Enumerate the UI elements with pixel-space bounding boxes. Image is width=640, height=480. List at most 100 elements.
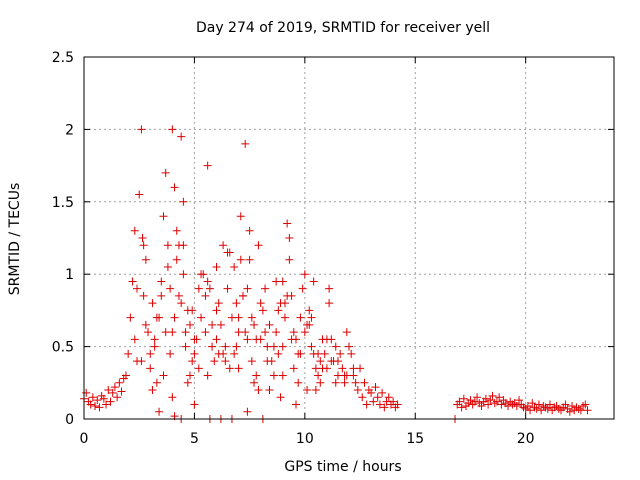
data-point: [166, 349, 175, 358]
data-point: [201, 328, 210, 337]
data-point: [581, 400, 590, 409]
y-tick-label: 1.5: [52, 195, 74, 211]
y-tick-label: 1: [65, 267, 74, 283]
data-point: [347, 349, 356, 358]
data-point: [583, 406, 592, 415]
data-point: [360, 378, 369, 387]
x-tick-label: 20: [517, 431, 535, 447]
data-point: [186, 320, 194, 329]
data-point: [91, 401, 100, 410]
x-tick-label: 10: [296, 431, 314, 447]
data-point: [172, 226, 181, 235]
data-point: [325, 299, 334, 308]
data-point: [369, 397, 378, 406]
data-point: [95, 403, 104, 412]
data-point: [155, 407, 164, 416]
data-point: [148, 386, 157, 395]
data-point: [128, 277, 137, 286]
data-point: [194, 364, 203, 373]
data-point: [285, 255, 294, 264]
data-point: [314, 349, 323, 358]
data-point: [280, 299, 289, 308]
data-point: [338, 364, 347, 373]
data-point: [152, 313, 161, 322]
data-point: [486, 396, 495, 405]
data-point: [300, 270, 309, 279]
data-point: [528, 399, 537, 408]
data-point: [141, 255, 150, 264]
data-point: [166, 284, 175, 293]
data-point: [265, 320, 274, 329]
data-point: [276, 393, 285, 402]
y-tick-label: 2: [65, 122, 74, 138]
data-point: [159, 371, 168, 380]
data-point: [86, 400, 95, 409]
data-point: [278, 342, 287, 351]
data-point: [252, 371, 261, 380]
data-point: [247, 313, 256, 322]
data-point: [225, 364, 234, 373]
data-point: [133, 284, 141, 293]
data-point: [254, 386, 263, 395]
data-point: [150, 342, 159, 351]
data-point: [236, 255, 245, 264]
data-point: [331, 342, 340, 351]
data-point: [139, 241, 148, 250]
data-point: [349, 371, 358, 380]
data-point: [512, 401, 521, 410]
data-point: [188, 357, 197, 366]
data-point: [241, 139, 250, 148]
data-point: [278, 371, 287, 380]
data-point: [353, 386, 362, 395]
data-point: [203, 161, 212, 170]
data-point: [497, 400, 506, 409]
data-point: [203, 371, 212, 380]
data-point: [232, 342, 241, 351]
axis-ticks: 0 0.5 1 1.5 2 2.5 0 5 10 15 20: [52, 50, 614, 447]
data-point: [345, 342, 353, 351]
data-point: [565, 407, 574, 416]
data-point: [179, 197, 188, 206]
data-point: [232, 299, 241, 308]
data-point: [157, 291, 166, 300]
data-point: [300, 328, 309, 337]
data-point: [245, 226, 254, 235]
data-point: [272, 328, 281, 337]
data-point: [168, 328, 177, 337]
data-point: [492, 397, 501, 406]
data-point: [104, 386, 113, 395]
data-point: [305, 320, 314, 329]
data-point: [150, 335, 159, 344]
data-point: [294, 378, 303, 387]
x-tick-label: 5: [190, 431, 199, 447]
x-tick-label: 0: [80, 431, 89, 447]
data-point: [358, 393, 367, 402]
data-point: [141, 320, 150, 329]
data-point: [250, 378, 259, 387]
plot-frame: [83, 56, 615, 420]
data-point: [144, 328, 153, 337]
data-point: [367, 388, 376, 397]
data-point: [287, 335, 296, 344]
data-point: [106, 397, 115, 406]
data-point: [243, 407, 252, 416]
data-point: [148, 299, 157, 308]
data-point: [537, 406, 546, 415]
data-point: [221, 357, 230, 366]
data-point: [152, 378, 161, 387]
data-point: [495, 393, 504, 402]
data-point: [303, 386, 312, 395]
data-point: [481, 394, 490, 403]
data-point: [515, 396, 524, 405]
data-point: [292, 400, 300, 409]
data-point: [322, 335, 331, 344]
data-point: [197, 270, 206, 279]
grid-lines: [84, 57, 614, 419]
data-point: [314, 371, 323, 380]
data-point: [455, 397, 464, 406]
data-point: [236, 212, 245, 221]
data-point: [179, 270, 188, 279]
data-point: [124, 349, 133, 358]
data-point: [110, 383, 119, 392]
data-point: [159, 212, 168, 221]
